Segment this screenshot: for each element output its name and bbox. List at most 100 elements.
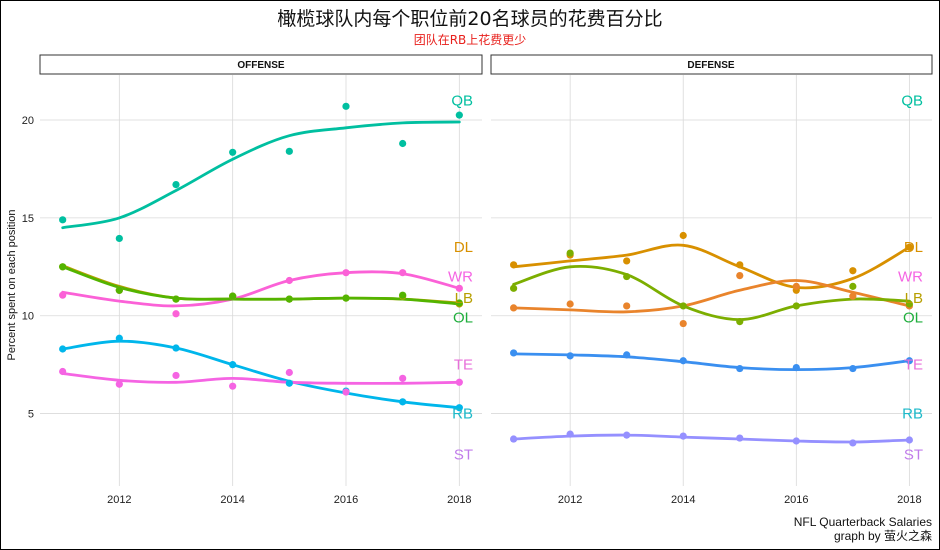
point-wr-2018-offense — [455, 284, 463, 292]
point-db-2012-defense — [566, 352, 574, 360]
point-db-2011-defense — [510, 349, 518, 357]
point-st-2011-defense — [510, 435, 518, 443]
point-qb-2018-offense — [455, 111, 463, 119]
position-label-dl-defense: DL — [904, 239, 923, 256]
y-axis-title: Percent spent on each position — [6, 209, 18, 360]
point-lb-2015-defense — [736, 318, 744, 326]
point-st-2012-defense — [566, 430, 574, 438]
point-lb-2016-defense — [792, 302, 800, 310]
point-te-2017-offense — [399, 374, 407, 382]
fit-line-st-defense — [512, 433, 911, 444]
position-label-lb-offense: LB — [455, 290, 473, 307]
point-rb-2017-offense — [399, 398, 407, 406]
point-wr-2017-offense — [399, 269, 407, 277]
chart-title: 橄榄球队内每个职位前20名球员的花费百分比 — [277, 8, 663, 30]
caption: NFL Quarterback Salaries graph by 萤火之森 — [794, 515, 932, 543]
point-rb-2013-offense — [172, 344, 180, 352]
point-db-2013-defense — [623, 351, 631, 359]
point-lb-2014-defense — [679, 302, 687, 310]
x-tick-label-2016-defense: 2016 — [784, 494, 808, 506]
position-label-wr-defense: WR — [898, 269, 923, 286]
caption-source: NFL Quarterback Salaries — [793, 515, 932, 529]
point-ol-2012-offense — [115, 286, 123, 294]
position-label-ol-defense: OL — [903, 310, 923, 327]
point-st-2017-defense — [849, 439, 857, 447]
position-label-lb-defense: LB — [905, 290, 923, 307]
point-dl-2015-defense — [736, 261, 744, 269]
point-te-2016-offense — [342, 388, 350, 396]
point-dl-2018-defense — [905, 243, 913, 251]
point-db-2017-defense — [849, 364, 857, 373]
point-wr-2014-defense — [679, 319, 687, 328]
point-wr-2015-offense — [285, 276, 293, 285]
point-wr-2015-defense — [736, 272, 744, 280]
point-wr-2012-defense — [566, 300, 574, 308]
x-tick-label-2012-offense: 2012 — [107, 494, 131, 506]
point-ol-2014-offense — [229, 292, 237, 300]
point-st-2013-defense — [623, 431, 631, 439]
point-te-2012-offense — [115, 380, 123, 388]
point-st-2015-defense — [736, 434, 744, 442]
point-wr-2011-offense — [59, 291, 67, 299]
x-tick-label-2018-offense: 2018 — [447, 494, 471, 506]
point-qb-2017-offense — [399, 139, 407, 148]
point-qb-2015-offense — [285, 147, 293, 155]
position-labels: QB DL WR LB OL TE RB ST QB DL WR LB OL TE RB ST — [448, 92, 923, 463]
position-label-rb-defense: RB — [902, 406, 923, 423]
x-tick-label-2016-offense: 2016 — [334, 494, 358, 506]
point-dl-2013-defense — [623, 257, 631, 265]
x-tick-label-2014-offense: 2014 — [220, 494, 244, 506]
data-points — [59, 102, 913, 447]
strip-offense — [39, 54, 483, 75]
point-wr-2016-defense — [792, 282, 800, 290]
position-label-wr-offense: WR — [448, 269, 473, 286]
x-tick-label-2012-defense: 2012 — [558, 494, 582, 506]
position-label-dl-offense: DL — [454, 239, 473, 256]
strip-label-offense: OFFENSE — [237, 60, 285, 71]
position-label-qb-offense: QB — [451, 92, 473, 109]
point-ol-2011-offense — [59, 263, 67, 271]
position-label-st-defense: ST — [904, 447, 923, 464]
point-lb-2017-defense — [849, 282, 857, 290]
caption-credit: graph by 萤火之森 — [833, 529, 932, 543]
point-dl-2017-defense — [849, 267, 857, 275]
point-ol-2018-offense — [455, 299, 463, 307]
point-wr-2017-defense — [849, 292, 857, 300]
point-db-2016-defense — [792, 363, 800, 372]
point-te-2014-offense — [229, 382, 237, 390]
position-label-ol-offense: OL — [453, 310, 473, 327]
strip-label-defense: DEFENSE — [687, 60, 735, 71]
point-dl-2014-defense — [679, 231, 687, 240]
point-ol-2017-offense — [399, 291, 407, 299]
point-db-2015-defense — [736, 364, 744, 373]
position-label-st-offense: ST — [454, 447, 473, 464]
y-tick-label-15: 15 — [22, 213, 34, 225]
position-label-te-defense: TE — [904, 357, 923, 374]
fit-lines — [61, 120, 911, 444]
position-label-rb-offense: RB — [452, 406, 473, 423]
point-rb-2012-offense — [115, 334, 123, 342]
y-tick-label-5: 5 — [28, 409, 34, 421]
point-te-2015-offense — [285, 368, 293, 377]
point-qb-2012-offense — [115, 234, 123, 243]
strip-defense — [490, 54, 933, 75]
fit-line-wr-offense — [61, 270, 461, 308]
point-lb-2018-defense — [905, 300, 913, 308]
fit-line-wr-defense — [512, 279, 911, 314]
point-wr-2011-defense — [510, 304, 518, 312]
chart-subtitle: 团队在RB上花费更少 — [413, 33, 527, 47]
point-qb-2013-offense — [172, 181, 180, 189]
fit-line-rb-offense — [61, 339, 461, 410]
point-dl-2011-defense — [510, 261, 518, 269]
point-st-2014-defense — [679, 432, 687, 440]
position-label-te-offense: TE — [454, 357, 473, 374]
point-wr-2013-defense — [623, 302, 631, 310]
fit-line-ol-offense — [61, 265, 461, 306]
point-te-2011-offense — [59, 367, 67, 376]
panel-bg-offense — [40, 75, 482, 486]
point-rb-2015-offense — [285, 379, 293, 387]
point-wr-2016-offense — [342, 269, 350, 277]
point-qb-2014-offense — [229, 148, 237, 156]
fit-line-dl-defense — [512, 243, 911, 290]
